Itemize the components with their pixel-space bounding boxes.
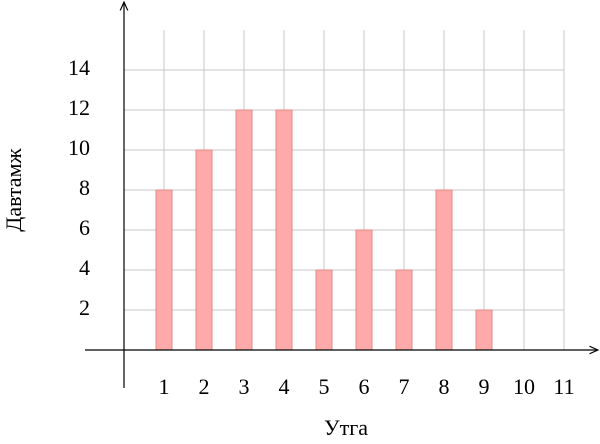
x-tick-label: 10 [513,374,535,399]
y-tick-label: 6 [79,215,90,240]
x-tick-label: 6 [359,374,370,399]
bar [235,109,253,351]
y-tick-label: 4 [79,255,90,280]
x-axis-label: Утга [324,415,368,439]
y-tick-label: 10 [68,135,90,160]
bar [355,229,373,351]
bar [315,269,333,351]
bar [395,269,413,351]
x-tick-label: 9 [479,374,490,399]
y-tick-label: 2 [79,295,90,320]
x-tick-label: 7 [399,374,410,399]
bar [435,189,453,351]
x-tick-label: 8 [439,374,450,399]
x-tick-label: 2 [199,374,210,399]
x-tick-label: 5 [319,374,330,399]
y-tick-label: 14 [68,55,90,80]
x-tick-label: 11 [553,374,574,399]
bar [475,309,493,351]
y-axis-label: Давтамж [1,148,26,232]
y-tick-label: 12 [68,95,90,120]
x-tick-label: 3 [239,374,250,399]
bar [195,149,213,351]
y-tick-label: 8 [79,175,90,200]
bar [275,109,293,351]
x-tick-label: 1 [159,374,170,399]
x-tick-label: 4 [279,374,290,399]
bar [155,189,173,351]
